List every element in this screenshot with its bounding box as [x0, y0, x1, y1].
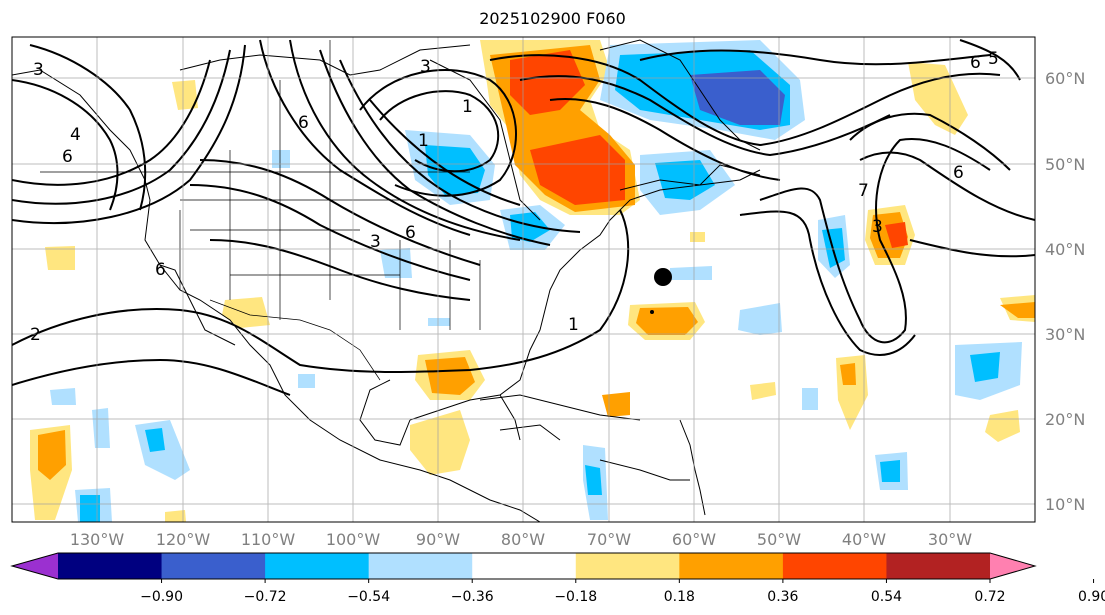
contour-label: 3	[872, 217, 883, 237]
lon-label: 40°W	[842, 530, 886, 549]
lat-label: 60°N	[1045, 69, 1085, 88]
storm-center-marker	[654, 268, 672, 286]
colorbar-bin	[575, 553, 680, 579]
colorbar-tick-label: 0.72	[974, 589, 1005, 605]
plot-title: 2025102900 F060	[479, 9, 626, 28]
lon-label: 100°W	[326, 530, 381, 549]
colorbar-bin	[886, 553, 991, 579]
contour-label: 1	[462, 97, 473, 117]
colorbar-tick-label: 0.90	[1078, 589, 1105, 605]
colorbar-tick-label: −0.72	[244, 589, 287, 605]
map-frame	[11, 36, 1036, 523]
lon-label: 90°W	[416, 530, 460, 549]
lon-label: 50°W	[757, 530, 801, 549]
map-field	[12, 39, 1035, 522]
contour-label: 6	[62, 147, 73, 167]
lon-label: 130°W	[70, 530, 125, 549]
contour-label: 7	[858, 181, 869, 201]
political-borders	[40, 40, 481, 381]
colorbar-bin	[679, 553, 784, 579]
height-contours	[12, 39, 1035, 396]
lon-label: 120°W	[156, 530, 211, 549]
colorbar-extend-low	[12, 553, 58, 579]
lon-label: 60°W	[672, 530, 716, 549]
lat-label: 20°N	[1045, 410, 1085, 429]
contour-label: 1	[568, 315, 579, 335]
colorbar	[10, 552, 1095, 583]
lat-label: 30°N	[1045, 325, 1085, 344]
colorbar-bin	[58, 553, 163, 579]
lon-label: 80°W	[501, 530, 545, 549]
contour-label: 6	[970, 53, 981, 73]
colorbar-bin	[472, 553, 577, 579]
latitude-labels: 60°N 50°N 40°N 30°N 20°N 10°N	[1045, 69, 1085, 514]
contour-label: 3	[370, 232, 381, 252]
contour-label: 4	[70, 125, 81, 145]
lat-label: 40°N	[1045, 240, 1085, 259]
colorbar-tick-label: −0.36	[451, 589, 494, 605]
contour-label: 2	[30, 325, 41, 345]
contour-label: 3	[33, 60, 44, 80]
colorbar-tick-label: −0.54	[347, 589, 390, 605]
contour-label: 6	[405, 223, 416, 243]
lat-label: 50°N	[1045, 155, 1085, 174]
contour-label: 6	[298, 113, 309, 133]
colorbar-extend-high	[990, 553, 1035, 579]
colorbar-bin	[161, 553, 266, 579]
colorbar-bin	[782, 553, 887, 579]
positive-anomaly-shading	[30, 40, 1035, 522]
lat-label: 10°N	[1045, 495, 1085, 514]
contour-label: 5	[988, 49, 999, 69]
contour-label: 6	[953, 163, 964, 183]
lon-label: 30°W	[928, 530, 972, 549]
lon-label: 110°W	[241, 530, 296, 549]
contour-label: 1	[418, 131, 429, 151]
negative-anomaly-shading	[50, 40, 1022, 522]
colorbar-tick-label: 0.18	[664, 589, 695, 605]
contour-label: 3	[420, 57, 431, 77]
lon-label: 70°W	[587, 530, 631, 549]
contour-labels: 3 6 6 1 1 3 6 2 6 5 4 1 7 3 6 3 6	[30, 49, 999, 345]
colorbar-bin	[265, 553, 370, 579]
colorbar-tick-label: 0.54	[871, 589, 902, 605]
colorbar-tick-label: −0.90	[140, 589, 183, 605]
colorbar-ticks: −0.90 −0.72 −0.54 −0.36 −0.18 0.18 0.36 …	[140, 589, 1105, 605]
colorbar-outline	[10, 552, 1037, 580]
contour-label: 6	[155, 260, 166, 280]
colorbar-bin	[368, 553, 473, 579]
colorbar-tick-label: 0.36	[767, 589, 798, 605]
longitude-labels: 130°W 120°W 110°W 100°W 90°W 80°W 70°W 6…	[70, 530, 972, 549]
colorbar-tick-label: −0.18	[554, 589, 597, 605]
gridlines	[12, 37, 1035, 522]
